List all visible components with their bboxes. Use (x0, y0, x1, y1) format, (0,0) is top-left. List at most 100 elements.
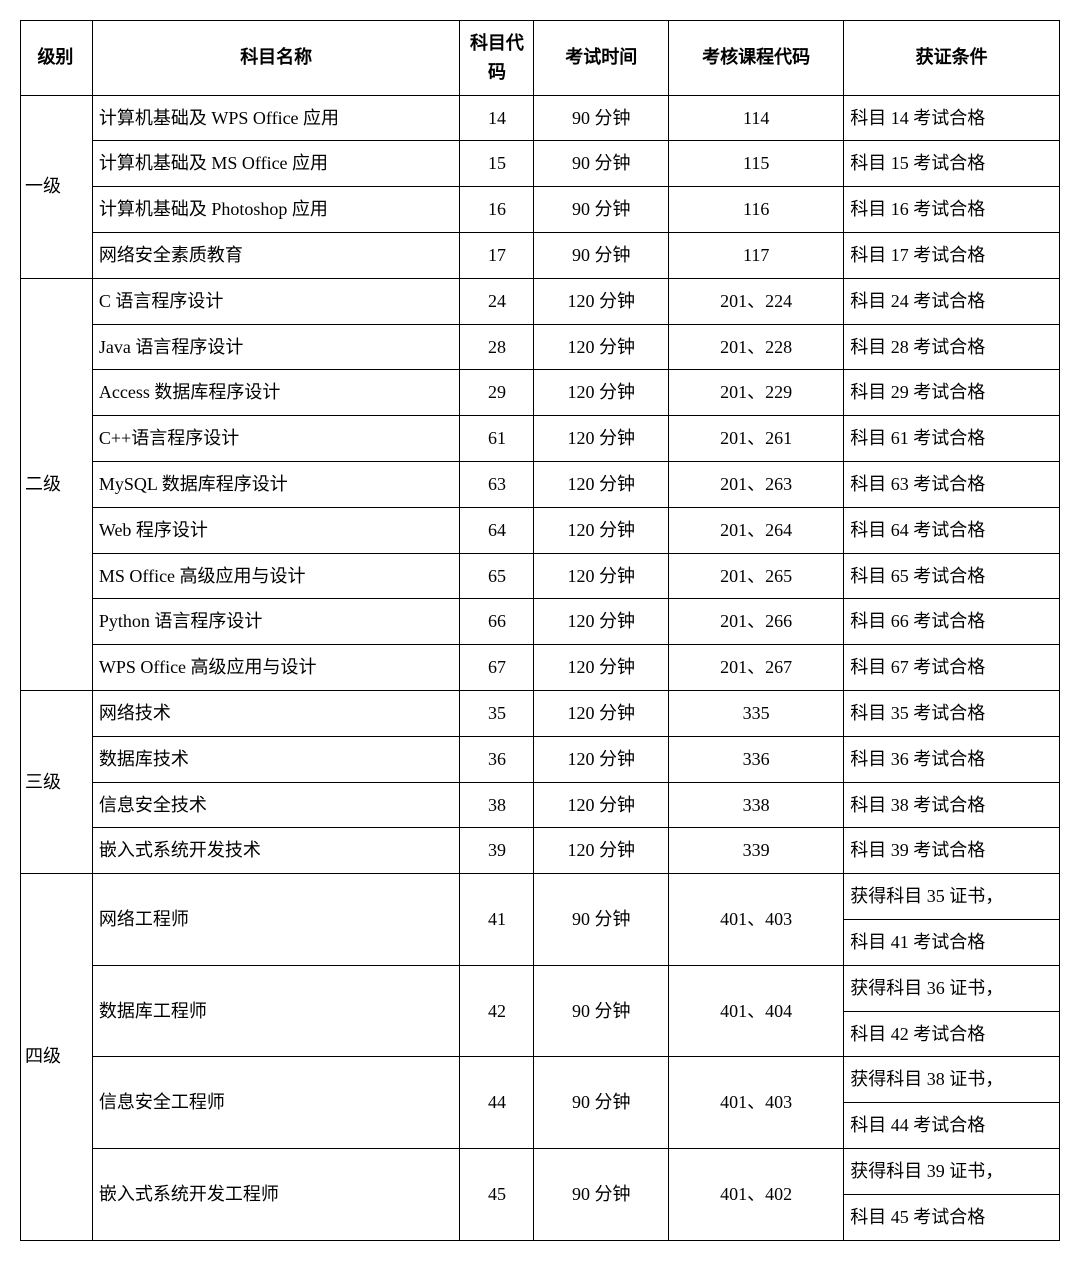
cell-course: 201、267 (669, 645, 844, 691)
cell-level: 一级 (21, 95, 93, 278)
cell-code: 24 (460, 278, 534, 324)
cell-time: 90 分钟 (534, 187, 669, 233)
cell-time: 90 分钟 (534, 1057, 669, 1149)
cell-name: WPS Office 高级应用与设计 (92, 645, 460, 691)
cell-course: 201、266 (669, 599, 844, 645)
table-row: 信息安全工程师4490 分钟401、403获得科目 38 证书， (21, 1057, 1060, 1103)
table-row: MS Office 高级应用与设计65120 分钟201、265科目 65 考试… (21, 553, 1060, 599)
cell-cert: 科目 29 考试合格 (844, 370, 1060, 416)
cell-code: 36 (460, 736, 534, 782)
cell-time: 90 分钟 (534, 965, 669, 1057)
cell-code: 66 (460, 599, 534, 645)
table-row: 三级网络技术35120 分钟335科目 35 考试合格 (21, 690, 1060, 736)
cell-course: 115 (669, 141, 844, 187)
cell-course: 201、263 (669, 461, 844, 507)
cell-time: 120 分钟 (534, 736, 669, 782)
cell-course: 201、229 (669, 370, 844, 416)
header-time: 考试时间 (534, 21, 669, 96)
cell-code: 44 (460, 1057, 534, 1149)
cell-cert: 科目 35 考试合格 (844, 690, 1060, 736)
cell-cert: 科目 17 考试合格 (844, 232, 1060, 278)
cell-code: 16 (460, 187, 534, 233)
cell-course: 117 (669, 232, 844, 278)
cell-course: 201、264 (669, 507, 844, 553)
cell-name: C++语言程序设计 (92, 416, 460, 462)
cell-name: Web 程序设计 (92, 507, 460, 553)
cell-code: 15 (460, 141, 534, 187)
cell-course: 401、404 (669, 965, 844, 1057)
table-row: 二级C 语言程序设计24120 分钟201、224科目 24 考试合格 (21, 278, 1060, 324)
cell-code: 39 (460, 828, 534, 874)
cell-name: 计算机基础及 Photoshop 应用 (92, 187, 460, 233)
cell-time: 120 分钟 (534, 370, 669, 416)
cell-time: 120 分钟 (534, 645, 669, 691)
cell-cert: 科目 63 考试合格 (844, 461, 1060, 507)
table-row: C++语言程序设计61120 分钟201、261科目 61 考试合格 (21, 416, 1060, 462)
header-code: 科目代码 (460, 21, 534, 96)
cell-time: 120 分钟 (534, 278, 669, 324)
cell-code: 41 (460, 874, 534, 966)
cell-time: 120 分钟 (534, 416, 669, 462)
cell-time: 120 分钟 (534, 828, 669, 874)
cell-cert: 科目 41 考试合格 (844, 919, 1060, 965)
cell-course: 201、265 (669, 553, 844, 599)
cell-time: 120 分钟 (534, 782, 669, 828)
cell-cert: 科目 24 考试合格 (844, 278, 1060, 324)
cell-cert: 科目 61 考试合格 (844, 416, 1060, 462)
cell-name: 网络安全素质教育 (92, 232, 460, 278)
cell-course: 401、403 (669, 1057, 844, 1149)
cell-cert: 获得科目 35 证书， (844, 874, 1060, 920)
cell-code: 14 (460, 95, 534, 141)
cell-course: 336 (669, 736, 844, 782)
table-row: WPS Office 高级应用与设计67120 分钟201、267科目 67 考… (21, 645, 1060, 691)
table-row: 嵌入式系统开发技术39120 分钟339科目 39 考试合格 (21, 828, 1060, 874)
exam-table: 级别 科目名称 科目代码 考试时间 考核课程代码 获证条件 一级计算机基础及 W… (20, 20, 1060, 1241)
cell-time: 120 分钟 (534, 553, 669, 599)
cell-name: 嵌入式系统开发工程师 (92, 1148, 460, 1240)
cell-cert: 科目 45 考试合格 (844, 1194, 1060, 1240)
cell-cert: 科目 39 考试合格 (844, 828, 1060, 874)
cell-time: 120 分钟 (534, 461, 669, 507)
cell-time: 90 分钟 (534, 141, 669, 187)
cell-name: 网络工程师 (92, 874, 460, 966)
table-row: Python 语言程序设计66120 分钟201、266科目 66 考试合格 (21, 599, 1060, 645)
cell-cert: 科目 65 考试合格 (844, 553, 1060, 599)
table-row: MySQL 数据库程序设计63120 分钟201、263科目 63 考试合格 (21, 461, 1060, 507)
table-row: 网络安全素质教育1790 分钟117科目 17 考试合格 (21, 232, 1060, 278)
cell-cert: 科目 66 考试合格 (844, 599, 1060, 645)
cell-cert: 获得科目 39 证书， (844, 1148, 1060, 1194)
cell-cert: 科目 42 考试合格 (844, 1011, 1060, 1057)
cell-name: 网络技术 (92, 690, 460, 736)
cell-course: 338 (669, 782, 844, 828)
cell-level: 三级 (21, 690, 93, 873)
cell-course: 339 (669, 828, 844, 874)
cell-course: 335 (669, 690, 844, 736)
cell-code: 29 (460, 370, 534, 416)
cell-name: 嵌入式系统开发技术 (92, 828, 460, 874)
cell-cert: 科目 38 考试合格 (844, 782, 1060, 828)
cell-course: 201、224 (669, 278, 844, 324)
cell-time: 120 分钟 (534, 690, 669, 736)
cell-name: Java 语言程序设计 (92, 324, 460, 370)
cell-course: 401、402 (669, 1148, 844, 1240)
cell-cert: 获得科目 36 证书， (844, 965, 1060, 1011)
cell-cert: 科目 64 考试合格 (844, 507, 1060, 553)
cell-course: 114 (669, 95, 844, 141)
cell-time: 120 分钟 (534, 507, 669, 553)
cell-code: 45 (460, 1148, 534, 1240)
cell-cert: 科目 16 考试合格 (844, 187, 1060, 233)
cell-time: 120 分钟 (534, 324, 669, 370)
cell-time: 120 分钟 (534, 599, 669, 645)
table-row: 嵌入式系统开发工程师4590 分钟401、402获得科目 39 证书， (21, 1148, 1060, 1194)
table-row: 信息安全技术38120 分钟338科目 38 考试合格 (21, 782, 1060, 828)
cell-name: C 语言程序设计 (92, 278, 460, 324)
header-name: 科目名称 (92, 21, 460, 96)
cell-name: 信息安全技术 (92, 782, 460, 828)
cell-time: 90 分钟 (534, 874, 669, 966)
cell-cert: 科目 28 考试合格 (844, 324, 1060, 370)
cell-name: Access 数据库程序设计 (92, 370, 460, 416)
cell-code: 65 (460, 553, 534, 599)
cell-code: 67 (460, 645, 534, 691)
cell-course: 401、403 (669, 874, 844, 966)
cell-name: 数据库工程师 (92, 965, 460, 1057)
